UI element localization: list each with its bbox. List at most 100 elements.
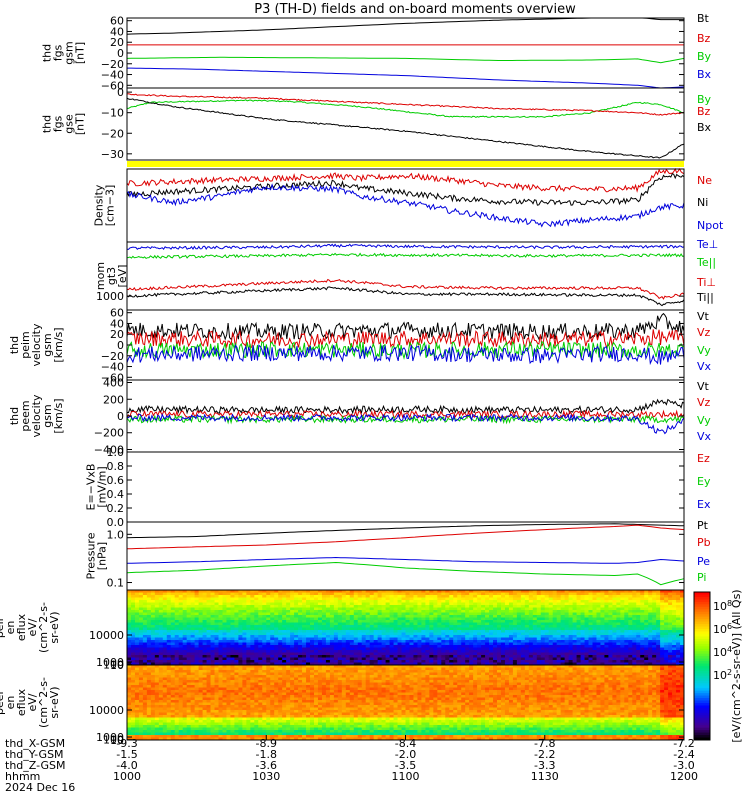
heatmap-cell [162,635,168,638]
heatmap-cell [584,612,589,616]
heatmap-cell [317,610,323,613]
series-line-fgs_gse-0 [127,99,685,118]
heatmap-cell [353,612,359,616]
heatmap-cell [568,627,573,631]
heatmap-cell [512,610,518,613]
heatmap-cell [353,615,359,618]
heatmap-cell [397,652,402,656]
heatmap-cell [536,625,542,628]
heatmap-cell [624,610,629,613]
heatmap-cell [381,617,387,621]
heatmap-cell [548,592,554,596]
heatmap-cell [485,612,490,616]
heatmap-cell [182,635,188,638]
heatmap-cell [178,682,184,686]
heatmap-cell [660,590,665,593]
heatmap-cell [588,630,593,633]
heatmap-cell [616,662,621,666]
heatmap-cell [194,620,200,623]
legend-entry: Vx [697,360,712,373]
heatmap-cell [242,630,247,633]
heatmap-cell [345,645,351,648]
heatmap-cell [504,655,510,658]
heatmap-cell [146,705,152,708]
heatmap-cell [274,660,279,663]
heatmap-cell [660,617,665,621]
heatmap-cell [477,655,482,658]
heatmap-cell [266,615,271,618]
heatmap-cell [572,630,577,633]
heatmap-cell [596,652,601,656]
heatmap-cell [588,615,593,618]
heatmap-cell [604,630,609,633]
heatmap-cell [130,732,136,736]
heatmap-cell [461,650,466,653]
heatmap-cell [202,632,207,636]
heatmap-cell [198,615,203,618]
heatmap-cell [469,605,474,608]
heatmap-cell [182,600,188,603]
heatmap-cell [377,600,383,603]
heatmap-cell [198,725,203,728]
heatmap-cell [134,720,140,723]
heatmap-cell [150,732,156,736]
heatmap-cell [564,662,570,666]
heatmap-cell [142,595,148,598]
heatmap-cell [556,595,562,598]
heatmap-cell [584,650,589,653]
heatmap-cell [258,597,263,601]
heatmap-cell [282,610,287,613]
heatmap-cell [620,655,625,658]
heatmap-cell [620,602,625,606]
heatmap-cell [290,657,295,661]
y-axis-label: mom [94,262,107,290]
heatmap-cell [134,632,140,636]
y-tick-label: 10 [110,659,124,672]
heatmap-cell [361,660,367,663]
heatmap-cell [302,590,307,593]
heatmap-cell [560,612,566,616]
heatmap-cell [357,630,363,633]
heatmap-cell [138,612,144,616]
heatmap-cell [512,617,518,621]
heatmap-cell [174,637,180,641]
heatmap-cell [170,732,176,736]
heatmap-cell [481,627,486,631]
heatmap-cell [616,640,621,643]
heatmap-cell [150,632,156,636]
heatmap-cell [298,650,303,653]
heatmap-cell [158,672,164,676]
heatmap-cell [640,662,645,666]
heatmap-cell [142,615,148,618]
heatmap-cell [202,682,207,686]
heatmap-cell [648,592,653,596]
heatmap-cell [461,615,466,618]
heatmap-cell [345,662,351,666]
heatmap-cell [162,640,168,643]
heatmap-cell [556,627,562,631]
heatmap-cell [564,640,570,643]
heatmap-cell [182,705,188,708]
heatmap-cell [190,690,196,693]
heatmap-cell [162,592,168,596]
heatmap-cell [258,622,263,626]
heatmap-cell [182,692,188,696]
heatmap-cell [174,725,180,728]
heatmap-cell [652,640,657,643]
heatmap-cell [656,632,661,636]
heatmap-cell [230,657,235,661]
heatmap-cell [449,625,454,628]
heatmap-cell [524,615,530,618]
heatmap-cell [672,627,677,631]
heatmap-cell [290,590,295,593]
heatmap-cell [377,657,383,661]
heatmap-cell [500,605,506,608]
heatmap-cell [552,615,558,618]
heatmap-cell [612,625,617,628]
heatmap-cell [127,597,132,601]
heatmap-cell [381,625,387,628]
heatmap-cell [178,722,184,726]
heatmap-cell [381,647,387,651]
heatmap-cell [170,625,176,628]
heatmap-cell [528,597,534,601]
